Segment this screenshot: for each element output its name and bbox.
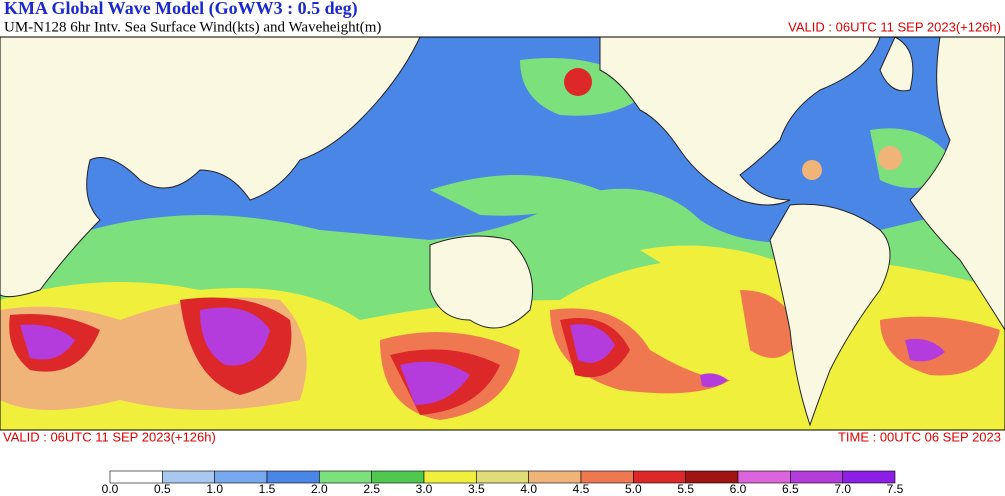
- colorbar-swatch: [842, 470, 896, 484]
- storm: [564, 68, 592, 96]
- wave-band: [640, 245, 800, 282]
- colorbar-label: 3.0: [416, 482, 433, 496]
- land-eurasia-africa: [0, 36, 421, 298]
- colorbar-label: 5.5: [677, 482, 694, 496]
- title: KMA Global Wave Model (GoWW3 : 0.5 deg): [4, 0, 358, 19]
- colorbar-label: 4.0: [520, 482, 537, 496]
- wave-band: [9, 297, 630, 415]
- colorbar-label: 5.0: [625, 482, 642, 496]
- map: [0, 36, 1005, 431]
- colorbar-label: 7.5: [887, 482, 904, 496]
- colorbar-label: 1.5: [259, 482, 276, 496]
- map-frame: [0, 36, 1005, 431]
- colorbar-label: 2.5: [363, 482, 380, 496]
- colorbar-label: 2.0: [311, 482, 328, 496]
- colorbar: 0.0 0.5 1.0 1.5 2.0 2.5 3.0 3.5 4.0 4.5 5.0 5.5 6.0 6…: [102, 470, 904, 496]
- land-africa: [909, 36, 1005, 331]
- land-north-america: [599, 36, 881, 206]
- storm: [802, 160, 822, 180]
- run-time: TIME : 00UTC 06 SEP 2023: [838, 429, 1001, 444]
- colorbar-label: 0.0: [102, 482, 119, 496]
- colorbar-label: 4.5: [573, 482, 590, 496]
- colorbar-label: 7.0: [834, 482, 851, 496]
- colorbar-label: 1.0: [206, 482, 223, 496]
- land-greenland: [879, 36, 914, 92]
- subtitle: UM-N128 6hr Intv. Sea Surface Wind(kts) …: [4, 19, 381, 35]
- wave-band: [430, 58, 960, 314]
- wave-band: [20, 307, 945, 405]
- valid-bottom: VALID : 06UTC 11 SEP 2023(+126h): [3, 429, 216, 444]
- storm: [878, 146, 902, 170]
- land-australia: [429, 235, 533, 329]
- land-south-america: [769, 203, 891, 427]
- colorbar-label: 3.5: [468, 482, 485, 496]
- colorbar-label: 0.5: [154, 482, 171, 496]
- valid-top: VALID : 06UTC 11 SEP 2023(+126h): [788, 19, 1001, 34]
- colorbar-label: 6.0: [730, 482, 747, 496]
- colorbar-label: 6.5: [782, 482, 799, 496]
